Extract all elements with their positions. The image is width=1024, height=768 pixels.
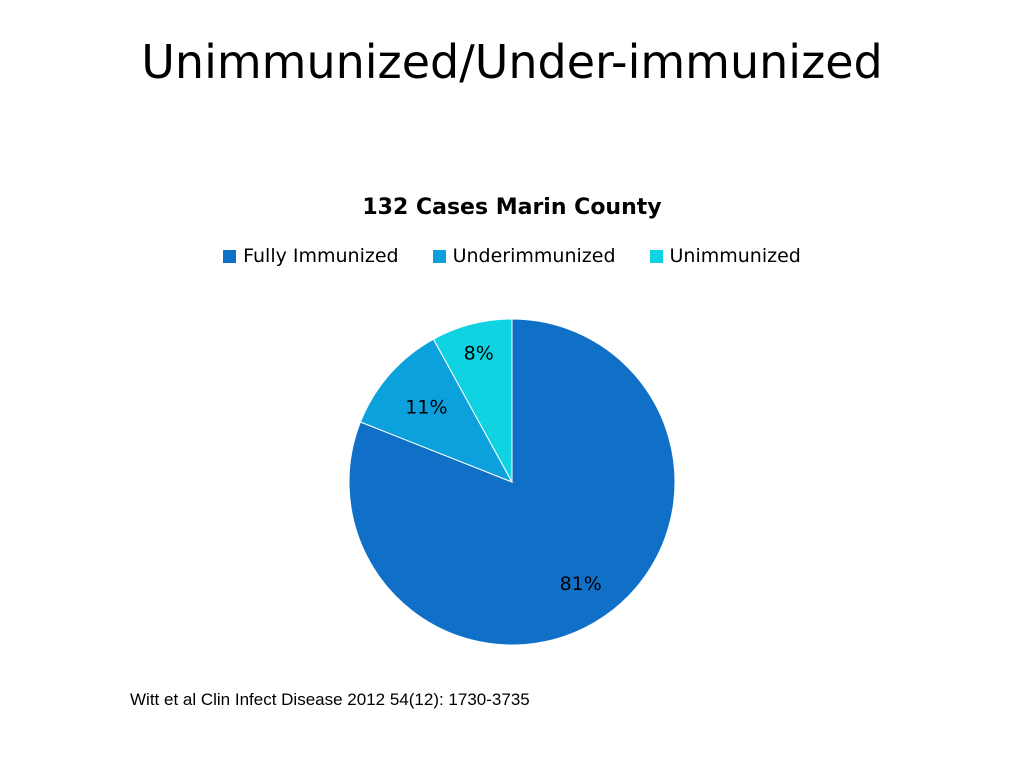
- slide-title: Unimmunized/Under-immunized: [141, 35, 883, 89]
- pie-label-fully-immunized: 81%: [560, 573, 602, 595]
- legend-swatch-fully-immunized: [223, 249, 237, 263]
- legend-swatch-unimmunized: [649, 249, 663, 263]
- legend-swatch-underimmunized: [432, 249, 446, 263]
- pie-label-underimmunized: 11%: [405, 397, 447, 419]
- chart-legend: Fully Immunized Underimmunized Unimmuniz…: [0, 245, 1024, 267]
- citation: Witt et al Clin Infect Disease 2012 54(1…: [130, 690, 530, 709]
- pie-slice-underimmunized: [359, 338, 514, 483]
- legend-label-underimmunized: Underimmunized: [452, 245, 616, 267]
- pie-label-unimmunized: 8%: [464, 343, 494, 365]
- pie-slice-unimmunized: [432, 318, 513, 483]
- chart-title: 132 Cases Marin County: [362, 195, 662, 220]
- legend-label-fully-immunized: Fully Immunized: [243, 245, 399, 267]
- legend-item-fully-immunized: Fully Immunized: [223, 245, 399, 267]
- legend-item-underimmunized: Underimmunized: [432, 245, 616, 267]
- legend-item-unimmunized: Unimmunized: [649, 245, 801, 267]
- legend-label-unimmunized: Unimmunized: [669, 245, 801, 267]
